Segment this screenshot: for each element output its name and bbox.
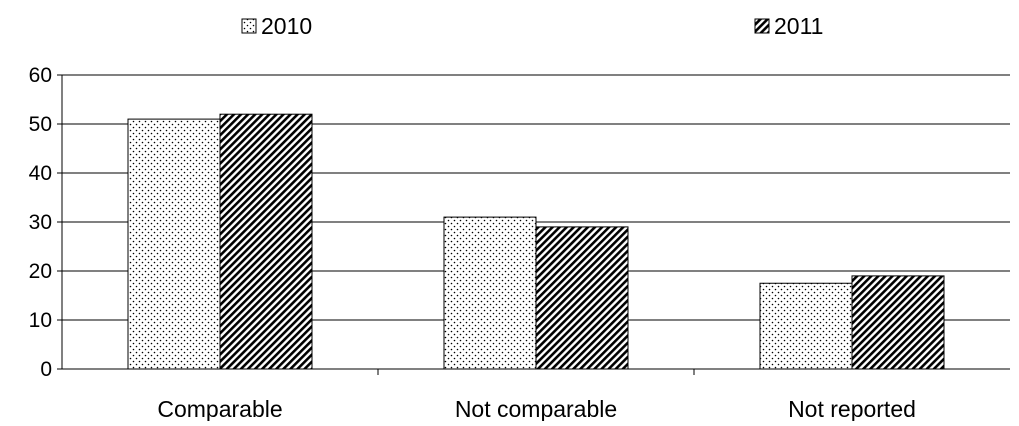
y-tick-label: 40: [29, 162, 52, 185]
y-tick-label: 0: [40, 358, 52, 381]
bars: [127, 113, 945, 370]
y-tick-label: 50: [29, 113, 52, 136]
x-category-label: Not comparable: [455, 396, 617, 421]
x-category-label: Comparable: [157, 396, 282, 421]
bar-2011-not-comparable: [535, 226, 629, 370]
y-tick-label: 20: [29, 260, 52, 283]
bar-2010-comparable: [127, 118, 221, 370]
bar-2010-not-comparable: [443, 216, 537, 370]
legend-swatch-2010: [241, 18, 257, 34]
y-tick-label: 10: [29, 309, 52, 332]
legend-label: 2010: [261, 13, 312, 39]
legend-label: 2011: [774, 13, 823, 39]
bar-2010-not-reported: [759, 282, 853, 370]
legend: 2010 2011: [241, 13, 823, 39]
bar-2011-comparable: [219, 113, 313, 370]
y-tick-label: 60: [29, 64, 52, 87]
bar-2011-not-reported: [851, 275, 945, 370]
x-category-label: Not reported: [788, 396, 916, 421]
axes: 0 10 20 30 40 50 60 Comparable Not comparable Not…: [29, 64, 1010, 422]
legend-swatch-2011: [754, 18, 770, 34]
y-tick-label: 30: [29, 211, 52, 234]
